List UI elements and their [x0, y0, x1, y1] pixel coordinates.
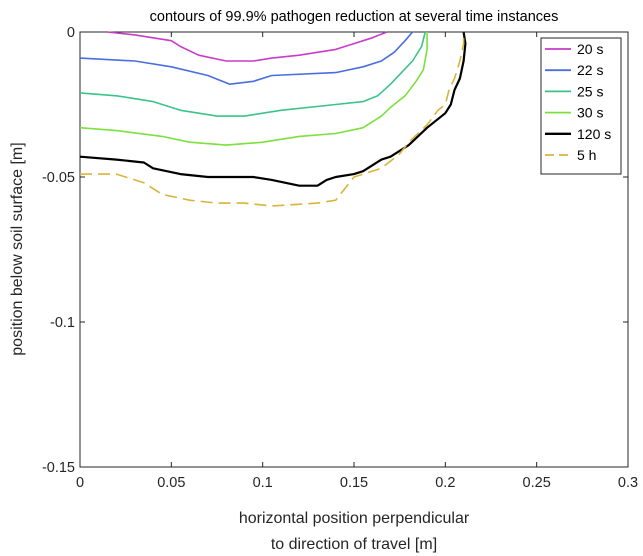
y-tick-label: -0.1: [50, 315, 75, 331]
legend: 20 s 22 s 25 s 30 s 120 s 5 h: [540, 37, 622, 175]
x-axis-label-line1: horizontal position perpendicular: [239, 510, 470, 527]
y-tick-label: -0.05: [42, 170, 75, 186]
series-layer: [79, 31, 467, 207]
x-tick-label: 0: [76, 475, 84, 491]
x-tick-label: 0.15: [340, 475, 368, 491]
plot-area: [79, 31, 629, 468]
x-tick-label: 0.1: [253, 475, 273, 491]
y-tick-label: -0.15: [42, 460, 75, 476]
x-tick-label: 0.2: [435, 475, 455, 491]
y-axis-label: position below soil surface [m]: [9, 142, 26, 355]
series-line-1: [79, 31, 414, 85]
series-line-3: [79, 32, 428, 146]
x-tick-label: 0.05: [157, 475, 185, 491]
x-tick-label: 0.3: [618, 475, 638, 491]
x-axis-label-line2: to direction of travel [m]: [271, 536, 437, 553]
series-line-2: [79, 31, 426, 117]
chart-title: contours of 99.9% pathogen reduction at …: [150, 9, 559, 25]
axes-box: [79, 31, 629, 468]
legend-box: [540, 37, 622, 175]
legend-label-0: 20 s: [577, 41, 603, 57]
x-tick-label: 0.25: [523, 475, 551, 491]
legend-label-4: 120 s: [577, 126, 611, 142]
y-tick-label: 0: [67, 25, 75, 41]
legend-label-5: 5 h: [577, 147, 596, 163]
series-line-0: [107, 31, 388, 62]
legend-label-2: 25 s: [577, 83, 603, 99]
legend-label-1: 22 s: [577, 62, 603, 78]
ticks-layer: 0 0.05 0.1 0.15 0.2 0.25 0.3 0 -0.05 -0.1 -0.15: [42, 25, 638, 491]
legend-label-3: 30 s: [577, 105, 603, 121]
series-line-4: [79, 31, 467, 187]
